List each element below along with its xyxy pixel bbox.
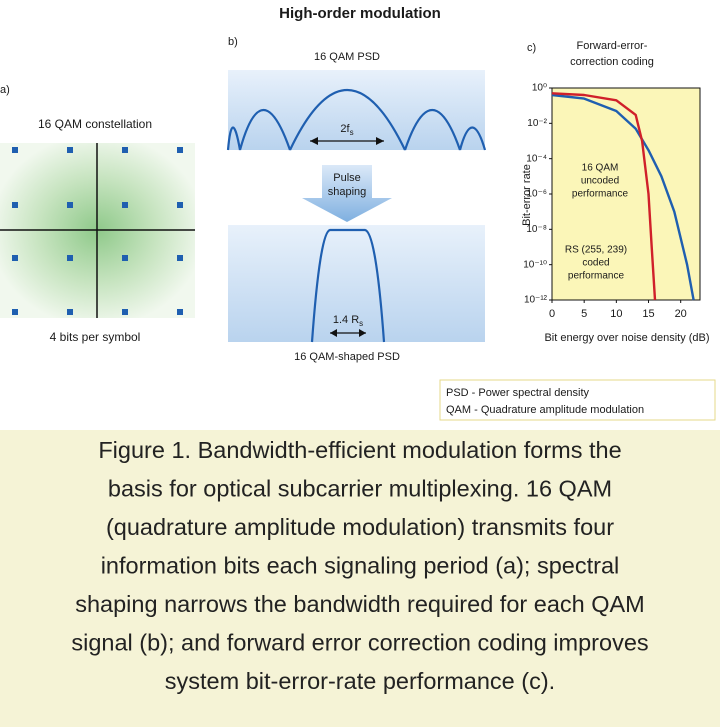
bandwidth-label: 2fs xyxy=(340,123,353,137)
caption-line: information bits each signaling period (… xyxy=(101,553,620,579)
panel-label: b) xyxy=(228,36,238,48)
panel-a: a) 16 QAM constellation 4 bits per symbo… xyxy=(0,84,195,344)
constellation-point xyxy=(12,309,18,315)
constellation-point xyxy=(12,202,18,208)
legend-entry: PSD - Power spectral density xyxy=(446,387,590,399)
panel-b: b) 16 QAM PSD 2fs Pulse shaping 1.4 Rs 1… xyxy=(226,36,487,363)
y-tick-label: 10⁻¹⁰ xyxy=(523,259,547,270)
x-tick-label: 5 xyxy=(581,308,587,320)
psd-band xyxy=(228,70,485,150)
panel-label: a) xyxy=(0,84,10,96)
y-tick-label: 10⁻⁶ xyxy=(526,189,547,200)
y-tick-label: 10⁻¹² xyxy=(524,295,548,306)
constellation-point xyxy=(122,147,128,153)
caption-line: shaping narrows the bandwidth required f… xyxy=(75,591,645,617)
constellation-point xyxy=(67,202,73,208)
annotation: 16 QAM xyxy=(582,163,619,174)
caption-line: system bit-error-rate performance (c). xyxy=(165,668,555,694)
arrow-label: Pulse xyxy=(333,172,361,184)
constellation-points xyxy=(12,147,183,315)
annotation: performance xyxy=(568,271,625,282)
panel-label: c) xyxy=(527,42,536,54)
caption-line: Figure 1. Bandwidth-efficient modulation… xyxy=(98,437,621,463)
constellation-point xyxy=(122,202,128,208)
shaping-arrow xyxy=(302,165,392,222)
annotation: performance xyxy=(572,189,629,200)
constellation-point xyxy=(177,147,183,153)
y-axis-label: Bit-error rate xyxy=(521,164,533,226)
panel-title: 16 QAM constellation xyxy=(38,117,152,131)
annotation: coded xyxy=(582,258,609,269)
plot-area xyxy=(551,87,701,301)
panel-title: correction coding xyxy=(570,56,654,68)
arrow-label: shaping xyxy=(328,186,367,198)
y-tick-label: 10⁻⁸ xyxy=(526,224,547,235)
series-line xyxy=(551,93,695,301)
caption-line: (quadrature amplitude modulation) transm… xyxy=(106,514,614,540)
annotation: uncoded xyxy=(581,176,619,187)
constellation-point xyxy=(67,147,73,153)
constellation-point xyxy=(177,309,183,315)
bandwidth-label: 1.4 Rs xyxy=(333,314,363,328)
annotation: RS (255, 239) xyxy=(565,245,627,256)
constellation-point xyxy=(122,309,128,315)
x-tick-label: 10 xyxy=(610,308,622,320)
constellation-point xyxy=(12,255,18,261)
panel-title: 16 QAM-shaped PSD xyxy=(294,351,400,363)
panel-title: 16 QAM PSD xyxy=(314,51,380,63)
x-axis-label: Bit energy over noise density (dB) xyxy=(544,332,709,344)
constellation-point xyxy=(67,309,73,315)
panel-c: c) Forward-error- correction coding Bit-… xyxy=(521,40,710,344)
x-tick-label: 15 xyxy=(642,308,654,320)
y-tick-label: 10⁻² xyxy=(527,118,547,129)
constellation-point xyxy=(12,147,18,153)
psd-band xyxy=(228,225,485,342)
y-tick-label: 10⁰ xyxy=(532,83,547,94)
caption-background xyxy=(0,430,720,727)
legend-entry: QAM - Quadrature amplitude modulation xyxy=(446,404,644,416)
psd-curve xyxy=(226,89,487,151)
constellation-point xyxy=(177,202,183,208)
y-tick-label: 10⁻⁴ xyxy=(526,153,547,164)
figure-title: High-order modulation xyxy=(279,5,441,22)
caption-line: basis for optical subcarrier multiplexin… xyxy=(108,476,612,502)
series-line xyxy=(551,92,657,301)
legend-box xyxy=(439,379,716,421)
constellation-point xyxy=(122,255,128,261)
panel-title: Forward-error- xyxy=(577,40,648,52)
constellation-point xyxy=(177,255,183,261)
x-tick-label: 20 xyxy=(675,308,687,320)
psd-curve xyxy=(310,228,386,343)
panel-note: 4 bits per symbol xyxy=(50,330,141,344)
constellation-point xyxy=(67,255,73,261)
caption: Figure 1. Bandwidth-efficient modulation… xyxy=(71,437,648,694)
x-tick-label: 0 xyxy=(549,308,555,320)
arrow-head xyxy=(310,137,384,145)
caption-line: signal (b); and forward error correction… xyxy=(71,630,648,656)
